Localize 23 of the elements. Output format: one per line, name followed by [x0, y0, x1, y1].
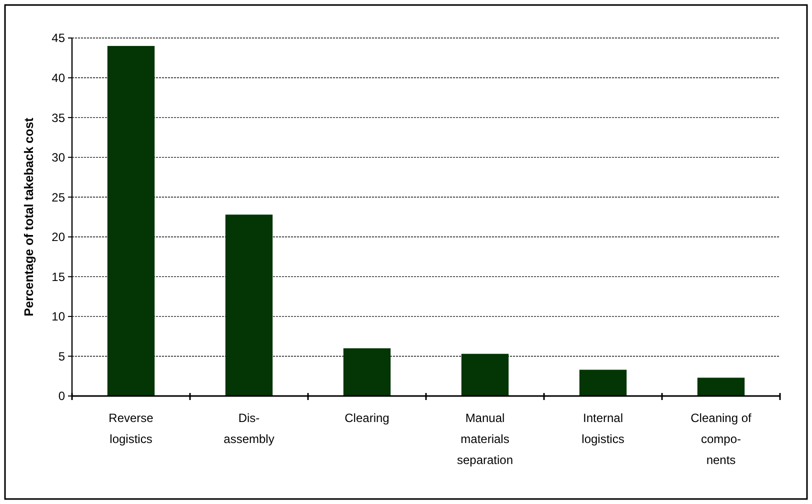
bar — [697, 378, 745, 396]
y-tick-label: 15 — [52, 270, 66, 284]
y-tick-label: 40 — [52, 70, 66, 85]
y-tick-label: 35 — [52, 110, 66, 125]
bar — [461, 354, 509, 396]
bar — [343, 348, 391, 396]
bar — [225, 214, 273, 396]
y-tick-label: 25 — [52, 190, 66, 204]
bar — [107, 46, 155, 396]
x-tick-label: Reverse logistics — [108, 411, 154, 446]
y-tick-label: 20 — [52, 230, 66, 244]
x-tick-label: Cleaning of compo- nents — [690, 411, 752, 467]
x-tick-label: Manual materials separation — [456, 411, 514, 467]
x-tick-label: Internal logistics — [582, 411, 624, 446]
y-tick-label: 5 — [58, 349, 66, 364]
x-tick-label: Dis- assembly — [224, 411, 274, 446]
y-tick-label: 0 — [58, 389, 66, 404]
y-tick-label: 30 — [52, 150, 66, 165]
y-tick-label: 10 — [52, 310, 66, 324]
x-tick-label: Clearing — [344, 411, 390, 425]
y-tick-label: 45 — [52, 31, 66, 46]
bar — [579, 370, 627, 396]
y-axis-title: Percentage of total takeback cost — [22, 116, 36, 316]
